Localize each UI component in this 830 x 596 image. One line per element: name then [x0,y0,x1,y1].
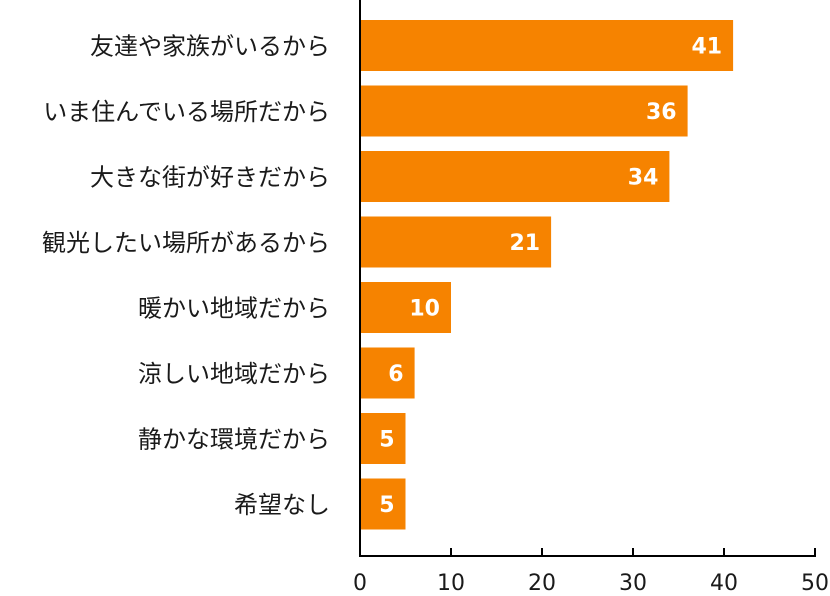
category-label: 暖かい地域だから [138,295,330,323]
value-labels-group: 41 36 34 21 10 6 5 5 [379,35,722,519]
bar-value-label: 5 [379,493,394,518]
x-tick-label: 50 [801,571,829,596]
category-label: 大きな街が好きだから [90,164,330,192]
category-label: 涼しい地域だから [138,360,330,388]
x-tick-label: 40 [710,571,738,596]
bar-value-label: 6 [388,362,403,387]
bar-value-label: 36 [646,100,677,125]
bar-5 [360,347,415,399]
category-label: 観光したい場所があるから [42,229,330,257]
bars-group [360,20,734,530]
x-tick-label: 20 [528,571,556,596]
x-tick-label: 30 [619,571,647,596]
bar-3 [360,216,552,268]
bar-1 [360,85,688,137]
category-labels-group: 友達や家族がいるからいま住んでいる場所だから大きな街が好きだから観光したい場所が… [42,33,330,520]
bar-value-label: 34 [628,166,659,191]
bar-value-label: 21 [509,231,540,256]
bar-7 [360,478,406,530]
bar-4 [360,282,451,333]
x-ticks-group: 0 10 20 30 40 50 [353,548,829,596]
category-label: 友達や家族がいるから [90,33,330,61]
category-label: 静かな環境だから [138,426,330,454]
bar-value-label: 41 [691,35,722,60]
bar-6 [360,413,406,464]
x-tick-label: 10 [437,571,465,596]
category-label: いま住んでいる場所だから [43,98,330,126]
axes-group [359,0,816,557]
category-label: 希望なし [234,491,330,519]
bar-value-label: 5 [379,428,394,453]
x-tick-label: 0 [353,571,367,596]
bar-value-label: 10 [409,297,440,322]
bar-2 [360,151,670,202]
bar-0 [360,20,734,71]
